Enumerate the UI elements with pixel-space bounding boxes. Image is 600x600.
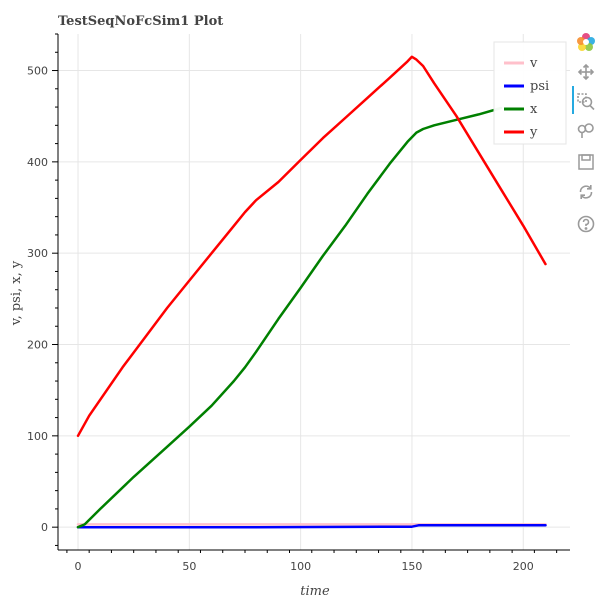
x-tick-label: 100 bbox=[290, 560, 311, 573]
series-lines bbox=[76, 55, 547, 529]
x-tick-label: 200 bbox=[513, 560, 534, 573]
series-line-x bbox=[76, 106, 503, 529]
save-icon[interactable] bbox=[576, 152, 596, 172]
active-tool-indicator bbox=[572, 86, 574, 114]
y-tick-label: 0 bbox=[41, 521, 48, 534]
y-tick-label: 400 bbox=[27, 156, 48, 169]
wheel-zoom-icon[interactable] bbox=[576, 120, 596, 140]
help-icon[interactable] bbox=[576, 214, 596, 234]
axes: 0 50 100 150 200 0 100 200 300 400 500 bbox=[27, 33, 570, 573]
y-tick-label: 300 bbox=[27, 247, 48, 260]
x-axis-label: time bbox=[300, 584, 330, 599]
legend-box bbox=[493, 41, 567, 145]
series-line-y bbox=[76, 55, 547, 438]
legend-label-x: x bbox=[530, 102, 538, 117]
box-zoom-icon[interactable] bbox=[576, 92, 596, 112]
legend: v psi xy bbox=[493, 41, 567, 145]
chart-title: TestSeqNoFcSim1 Plot bbox=[58, 14, 223, 29]
pan-icon[interactable] bbox=[576, 62, 596, 82]
legend-label-y: y bbox=[529, 125, 538, 140]
x-tick-label: 50 bbox=[182, 560, 196, 573]
y-axis-label: v, psi, x, y bbox=[9, 260, 24, 326]
legend-label-v: v bbox=[529, 56, 538, 71]
y-tick-label: 500 bbox=[27, 65, 48, 78]
x-tick-label: 150 bbox=[401, 560, 422, 573]
reset-icon[interactable] bbox=[576, 182, 596, 202]
bokeh-logo-icon bbox=[576, 32, 596, 52]
y-tick-label: 200 bbox=[27, 339, 48, 352]
x-tick-label: 0 bbox=[75, 560, 82, 573]
series-line-psi bbox=[76, 524, 547, 529]
y-tick-label: 100 bbox=[27, 430, 48, 443]
legend-label-psi: psi bbox=[530, 79, 549, 94]
